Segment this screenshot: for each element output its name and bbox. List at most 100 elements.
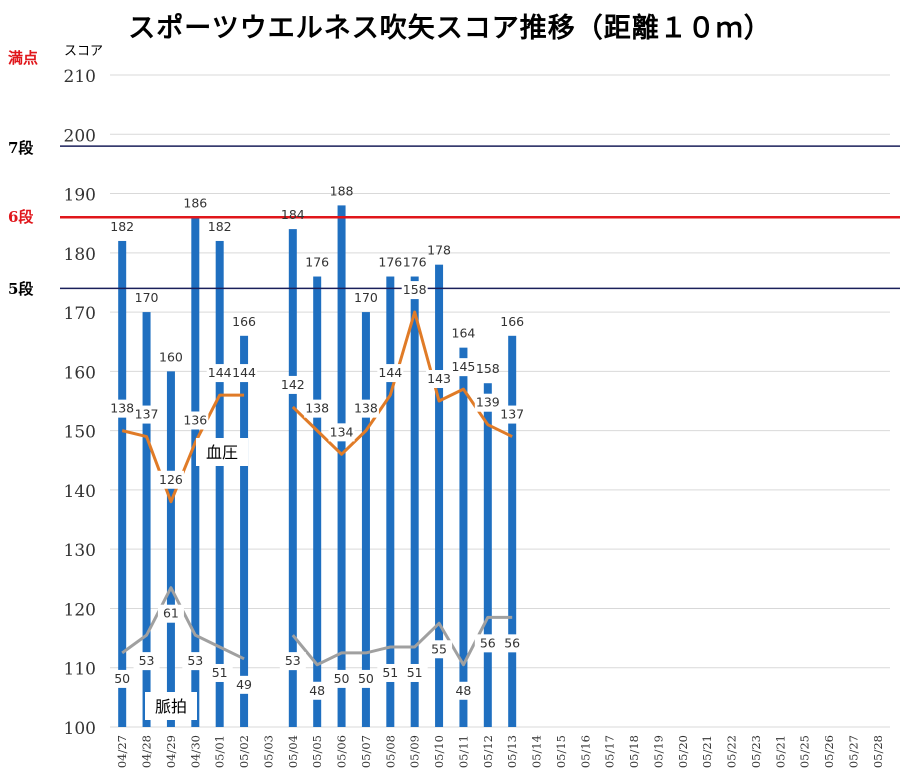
pulse-data-label: 48: [309, 683, 325, 698]
x-tick-label: 05/02: [237, 735, 251, 768]
blood-pressure-data-label-bg: [206, 364, 233, 383]
score-data-label: 166: [232, 314, 256, 329]
y-tick-label: 110: [64, 660, 96, 680]
blood-pressure-data-label: 138: [354, 401, 378, 416]
blood-pressure-data-label-bg: [401, 281, 428, 300]
x-tick-label: 05/23: [749, 735, 763, 768]
pulse-data-label-bg: [474, 634, 501, 653]
pulse-data-label: 53: [139, 653, 155, 668]
x-tick-label: 05/01: [213, 735, 227, 768]
y-tick-label: 150: [64, 423, 96, 443]
blood-pressure-data-label-bg: [377, 364, 404, 383]
score-data-label: 170: [135, 290, 159, 305]
pulse-data-label-bg: [499, 634, 526, 653]
blood-pressure-line: [291, 310, 513, 456]
blood-pressure-data-label-bg: [426, 370, 453, 388]
pulse-data-label: 51: [382, 665, 398, 680]
score-bar: [483, 383, 492, 727]
pulse-data-label-bg: [157, 604, 184, 623]
x-tick-label: 05/26: [822, 735, 836, 768]
dan6-label: 6段: [8, 208, 34, 226]
score-data-label: 186: [183, 195, 207, 210]
pulse-data-label-bg: [352, 669, 379, 688]
pulse-line: [121, 586, 245, 661]
pulse-data-label-bg: [377, 663, 404, 682]
x-tick-label: 05/17: [603, 735, 617, 768]
score-bar: [240, 335, 249, 727]
x-tick-label: 05/12: [481, 735, 495, 768]
x-tick-label: 05/21: [700, 735, 714, 768]
blood-pressure-data-label-bg: [157, 470, 184, 489]
blood-pressure-data-label-bg: [499, 405, 526, 424]
pulse-data-label: 49: [236, 677, 252, 692]
x-tick-label: 05/13: [505, 735, 519, 768]
blood-pressure-data-label-bg: [231, 364, 258, 383]
x-tick-label: 05/15: [554, 735, 568, 768]
score-bar: [386, 276, 395, 727]
pulse-data-label-bg: [426, 640, 453, 659]
score-bar: [337, 205, 346, 727]
blood-pressure-data-label-bg: [352, 399, 379, 418]
blood-pressure-data-label: 134: [330, 424, 354, 439]
chart-title: スポーツウエルネス吹矢スコア推移（距離１０ｍ）: [128, 13, 772, 44]
score-data-label: 160: [159, 349, 183, 364]
pulse-data-label: 50: [114, 671, 130, 686]
blood-pressure-data-label-bg: [182, 411, 209, 430]
pulse-data-label: 55: [431, 641, 447, 656]
y-tick-label: 160: [64, 363, 96, 383]
x-tick-label: 05/18: [627, 735, 641, 768]
x-tick-label: 05/25: [798, 735, 812, 768]
score-data-label: 158: [476, 361, 500, 376]
pulse-data-label-bg: [133, 652, 160, 671]
x-tick-label: 05/22: [725, 735, 739, 768]
max-score-label: 満点: [8, 49, 39, 67]
blood-pressure-data-label: 138: [110, 401, 134, 416]
score-data-label: 188: [330, 183, 354, 198]
pulse-data-label-bg: [279, 652, 306, 671]
x-tick-label: 05/14: [530, 735, 544, 768]
y-tick-label: 170: [64, 304, 96, 324]
score-bar: [508, 335, 517, 727]
score-data-label: 176: [305, 255, 329, 270]
pulse-data-label: 56: [480, 635, 496, 650]
x-tick-label: 05/11: [456, 735, 470, 768]
score-data-label: 166: [500, 314, 524, 329]
blood-pressure-data-label: 142: [281, 377, 305, 392]
x-tick-label: 05/19: [651, 735, 665, 768]
blood-pressure-data-label: 137: [500, 407, 524, 422]
x-tick-label: 05/08: [383, 735, 397, 768]
dan7-label: 7段: [8, 139, 34, 157]
pulse-callout: 脈拍: [155, 697, 187, 716]
y-tick-label: 120: [64, 600, 96, 620]
x-tick-label: 05/20: [676, 735, 690, 768]
pulse-callout-bg: [145, 692, 197, 720]
blood-pressure-data-label-bg: [304, 399, 331, 418]
pulse-data-label: 56: [504, 635, 520, 650]
blood-pressure-callout: 血圧: [206, 443, 238, 462]
blood-pressure-callout-bg: [196, 438, 248, 466]
blood-pressure-data-label: 139: [476, 395, 500, 410]
score-bar: [166, 371, 175, 727]
x-tick-label: 05/05: [310, 735, 324, 768]
pulse-data-label: 61: [163, 606, 179, 621]
score-data-label: 178: [427, 243, 451, 258]
blood-pressure-data-label: 158: [403, 282, 427, 297]
score-bar: [215, 240, 224, 728]
blood-pressure-data-label-bg: [450, 358, 477, 377]
y-tick-label: 210: [64, 67, 96, 87]
score-bar: [435, 264, 444, 727]
blood-pressure-data-label: 145: [452, 359, 476, 374]
pulse-data-label-bg: [328, 669, 355, 688]
score-bar: [361, 312, 370, 727]
x-tick-label: 04/27: [115, 735, 129, 768]
pulse-data-label-bg: [401, 663, 428, 682]
blood-pressure-data-label: 144: [232, 365, 256, 380]
blood-pressure-data-label-bg: [133, 405, 160, 424]
blood-pressure-data-label-bg: [279, 375, 306, 394]
y-tick-label: 180: [64, 245, 96, 265]
pulse-data-label-bg: [206, 663, 233, 682]
score-data-label: 164: [452, 326, 476, 341]
blood-pressure-data-label: 144: [378, 365, 402, 380]
y-tick-label: 140: [64, 482, 96, 502]
